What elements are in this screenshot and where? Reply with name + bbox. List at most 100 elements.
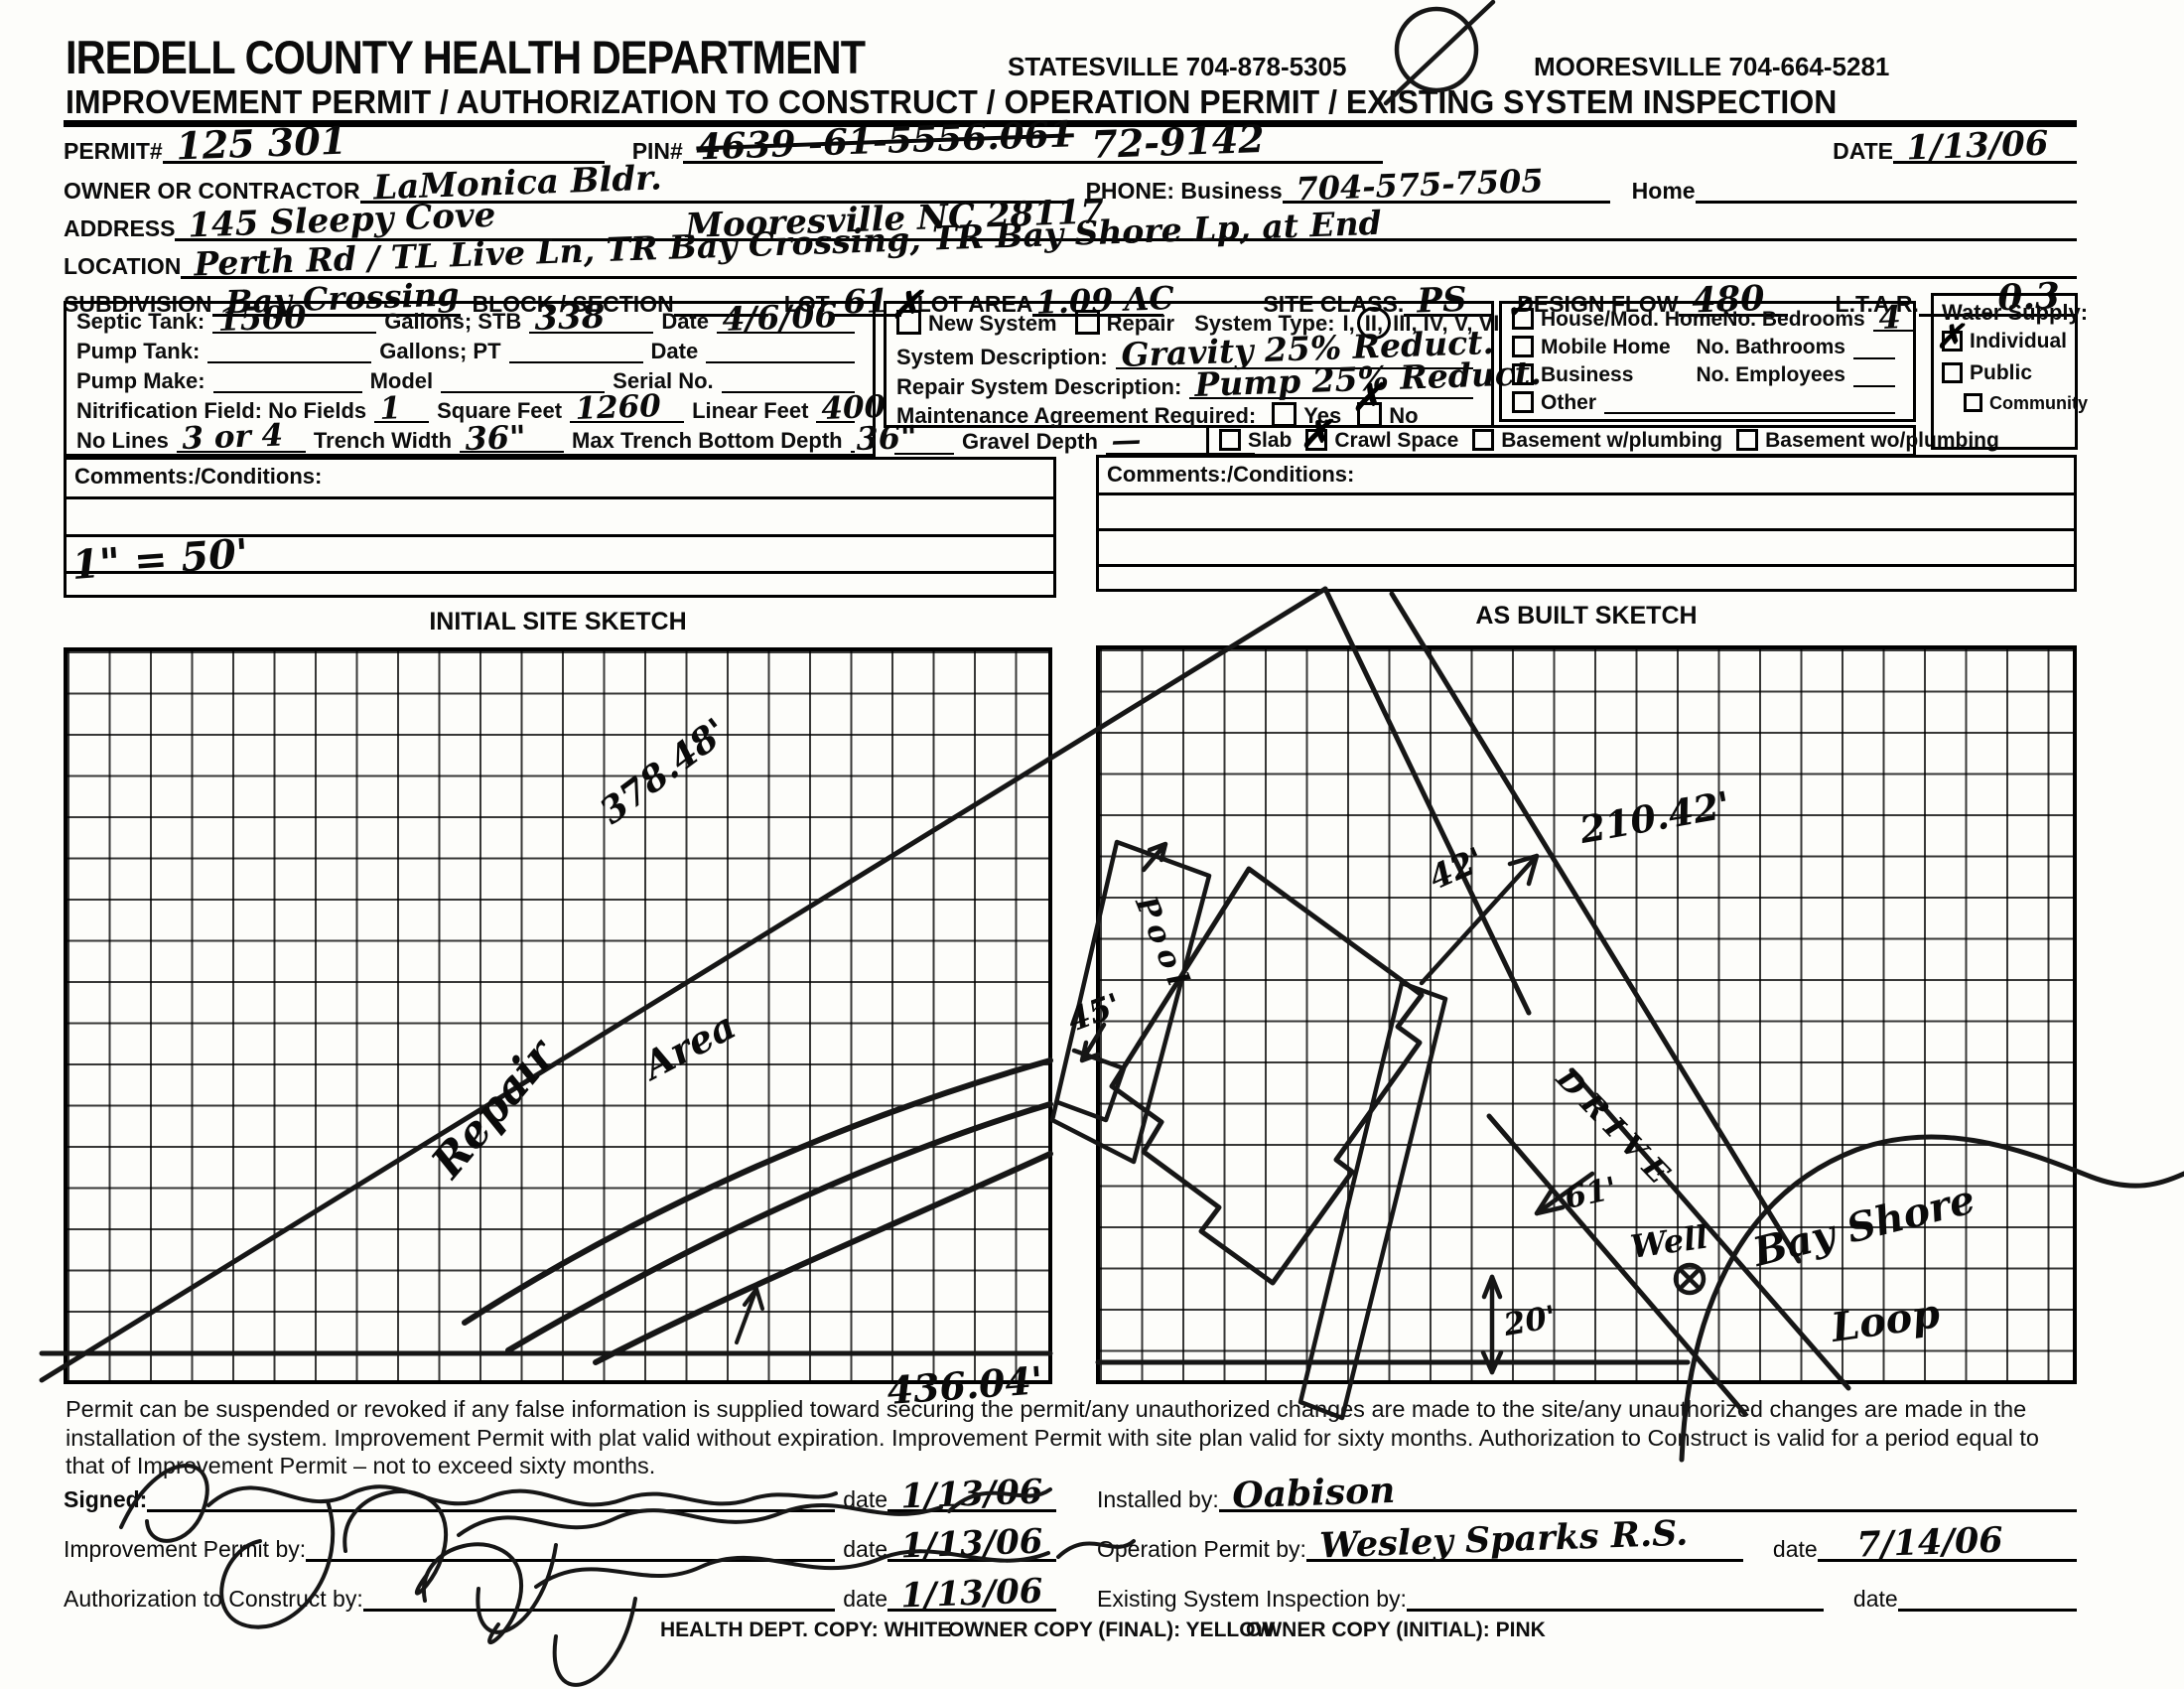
as-built-sketch-grid (1096, 645, 2077, 1384)
address-row: ADDRESS 145 Sleepy Cove Mooresville NC 2… (64, 192, 2077, 246)
existing-field (1406, 1579, 1824, 1612)
installed-field: Oabison (1218, 1470, 2077, 1517)
stb-field: 338 (529, 297, 654, 339)
address-label: ADDRESS (64, 215, 176, 241)
improvement-signature-field (306, 1529, 836, 1562)
individual-row: ✗ Individual (1936, 317, 2067, 355)
septic-tank-row: Septic Tank: 1500 Gallons; STB 338 Date … (76, 296, 863, 339)
linear-feet-field: 400 (816, 389, 887, 427)
model-label: Model (369, 368, 434, 393)
maintenance-row: Maintenance Agreement Required: Yes ✗ No (896, 378, 1481, 429)
comments-line (67, 534, 1053, 537)
maintenance-yes-label: Yes (1303, 403, 1342, 428)
septic-box: Septic Tank: 1500 Gallons; STB 338 Date … (64, 296, 917, 458)
legal-text: Permit can be suspended or revoked if an… (66, 1396, 2039, 1479)
installed-label: Installed by: (1097, 1486, 1219, 1512)
operation-value: Wesley Sparks R.S. (1318, 1512, 1689, 1567)
permit-number: 125 301 (175, 117, 347, 169)
authorization-date-label: date (843, 1586, 887, 1612)
septic-tank-value: 1500 (216, 297, 308, 339)
comments-line (67, 571, 1053, 574)
repair-description-label: Repair System Description: (896, 374, 1182, 399)
stb-value: 338 (534, 296, 607, 339)
operation-date-value: 7/14/06 (1855, 1519, 2004, 1566)
pump-tank-field (207, 337, 372, 363)
gravel-depth-value: — (1110, 422, 1142, 459)
gallons-stb-label: Gallons; STB (384, 309, 522, 334)
maintenance-label: Maintenance Agreement Required: (896, 403, 1257, 428)
footer-copy-yellow: OWNER COPY (FINAL): YELLOW (948, 1619, 1276, 1641)
nitrification-label: Nitrification Field: No Fields (76, 398, 367, 423)
individual-checkbox: ✗ (1936, 317, 1964, 355)
phone-business-field: 704-575-7505 (1282, 162, 1610, 209)
trench-width-field: 36" (460, 418, 565, 458)
comments-right-label: Comments:/Conditions: (1107, 462, 1355, 487)
nitrification-row: Nitrification Field: No Fields 1 Square … (76, 388, 887, 427)
septic-tank-field: 1500 (212, 298, 377, 339)
date2-field (706, 337, 855, 363)
business-label: Business (1541, 363, 1634, 386)
authorization-label: Authorization to Construct by: (64, 1586, 363, 1612)
date1-value: 4/6/06 (721, 295, 838, 339)
business-row: Business No. Employees (1512, 362, 1903, 387)
maintenance-no-mark: ✗ (1351, 374, 1384, 419)
system-type-label: System Type: (1194, 311, 1335, 336)
signed-date-label: date (843, 1486, 887, 1512)
no-lines-label: No Lines (76, 428, 169, 453)
other-checkbox (1512, 390, 1534, 413)
initial-site-sketch-grid (64, 647, 1052, 1384)
other-field (1604, 392, 1895, 414)
basement-w-label: Basement w/plumbing (1501, 429, 1723, 452)
basement-wo-label: Basement wo/plumbing (1765, 429, 1999, 452)
date-value: 1/13/06 (1905, 123, 2050, 169)
no-lines-field: 3 or 4 (176, 417, 306, 457)
no-lines-row: No Lines 3 or 4 Trench Width 36" Max Tre… (76, 417, 917, 458)
permit-number-field: 125 301 (162, 118, 605, 169)
authorization-signature-field (362, 1579, 836, 1612)
maintenance-no-label: No (1389, 403, 1419, 428)
signed-row: Signed: date 1/13/06 (64, 1473, 1056, 1517)
design-flow-label: DESIGN FLOW (1517, 291, 1679, 317)
comments-line (1099, 493, 2074, 495)
employees-label: No. Employees (1696, 363, 1845, 386)
slab-label: Slab (1248, 429, 1293, 452)
maintenance-yes-checkbox (1272, 402, 1297, 427)
gravel-depth-field: — (1105, 422, 1255, 459)
mooresville-phone: MOORESVILLE 704-664-5281 (1534, 52, 1890, 81)
phone-home-field (1695, 171, 2077, 204)
existing-label: Existing System Inspection by: (1097, 1586, 1407, 1612)
repair-description-row: Repair System Description: Pump 25% Redu… (896, 353, 1543, 404)
gravel-depth-label: Gravel Depth (962, 429, 1098, 454)
authorization-signature (421, 1539, 1136, 1687)
crawl-checkbox: ✗ (1299, 411, 1331, 456)
installed-row: Installed by: Oabison (1097, 1470, 2077, 1517)
comments-line (1099, 564, 2074, 567)
crawl-mark: ✗ (1299, 411, 1332, 456)
community-label: Community (1989, 393, 2088, 413)
crawl-label: Crawl Space (1334, 429, 1459, 452)
pump-make-label: Pump Make: (76, 368, 205, 393)
bathrooms-label: No. Bathrooms (1696, 336, 1845, 358)
location-row: LOCATION Perth Rd / TL Live Ln, TR Bay C… (64, 204, 2077, 284)
well-label: Well (1628, 1217, 1710, 1266)
house-label: House/Mod. Home (1541, 308, 1723, 331)
trench-width-label: Trench Width (313, 428, 453, 453)
system-box: ✗ New System Repair System Type: I, II, … (884, 286, 1543, 429)
footer-copy-pink: OWNER COPY (INITIAL): PINK (1246, 1619, 1546, 1641)
pin-field: 4639 -61-5556.061 72-9142 (682, 113, 1383, 169)
employees-field (1853, 363, 1895, 387)
statesville-phone: STATESVILLE 704-878-5305 (1008, 52, 1347, 81)
scale-note: 1" = 50' (69, 529, 250, 589)
operation-date-field: 7/14/06 (1817, 1519, 2077, 1566)
title-rule (64, 120, 2077, 127)
water-supply-title: Water Supply: (1942, 300, 2089, 325)
operation-field: Wesley Sparks R.S. (1305, 1513, 1743, 1567)
authorization-date-value: 1/13/06 (899, 1571, 1044, 1617)
operation-row: Operation Permit by: Wesley Sparks R.S. … (1097, 1513, 2077, 1567)
new-system-checkbox: ✗ (890, 286, 922, 335)
other-row: Other (1512, 390, 1903, 415)
address-field: 145 Sleepy Cove Mooresville NC 28117 (175, 192, 2077, 246)
improvement-date-label: date (843, 1536, 887, 1562)
existing-row: Existing System Inspection by: date (1097, 1579, 2077, 1612)
signed-label: Signed: (64, 1486, 148, 1512)
